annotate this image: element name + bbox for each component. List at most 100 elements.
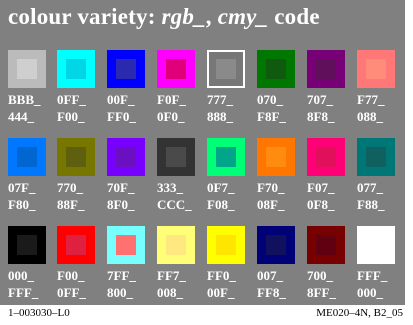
chart-title: colour variety: rgb_, cmy_ code bbox=[8, 4, 320, 30]
footer-left-code: 1–003030–L0 bbox=[8, 307, 70, 319]
rgb-code: F70_ bbox=[257, 180, 285, 195]
swatch-label: FFF_ 000_ bbox=[357, 267, 399, 301]
swatch-cell: 707_ 8F8_ bbox=[307, 50, 349, 125]
swatch-cell: F00_ 0FF_ bbox=[57, 226, 99, 301]
inner-color-square bbox=[316, 235, 336, 255]
color-swatch bbox=[307, 138, 345, 176]
swatch-label: 00F_ FF0_ bbox=[107, 91, 149, 125]
color-swatch bbox=[357, 138, 395, 176]
swatch-cell: 333_ CCC_ bbox=[157, 138, 199, 213]
swatch-label: FF7_ 008_ bbox=[157, 267, 199, 301]
cmy-code: 8FF_ bbox=[307, 285, 336, 300]
inner-color-square bbox=[216, 147, 236, 167]
swatch-cell: 000_ FFF_ bbox=[8, 226, 50, 301]
color-chart-panel: colour variety: rgb_, cmy_ code BBB_ 444_… bbox=[0, 0, 405, 305]
cmy-code: 088_ bbox=[357, 109, 383, 124]
inner-color-square bbox=[66, 147, 86, 167]
swatch-cell: F0F_ 0F0_ bbox=[157, 50, 199, 125]
inner-color-square bbox=[17, 59, 37, 79]
cmy-code: F8F_ bbox=[257, 109, 286, 124]
color-swatch bbox=[8, 50, 46, 88]
color-swatch bbox=[57, 138, 95, 176]
rgb-code: 0F7_ bbox=[207, 180, 235, 195]
inner-color-square bbox=[66, 59, 86, 79]
inner-color-square bbox=[17, 235, 37, 255]
color-swatch bbox=[57, 226, 95, 264]
cmy-code: F88_ bbox=[357, 197, 385, 212]
swatch-label: F00_ 0FF_ bbox=[57, 267, 99, 301]
inner-color-square bbox=[66, 235, 86, 255]
swatch-label: 333_ CCC_ bbox=[157, 179, 199, 213]
cmy-code: 08F_ bbox=[257, 197, 285, 212]
swatch-label: 777_ 888_ bbox=[207, 91, 249, 125]
rgb-code: BBB_ bbox=[8, 92, 41, 107]
swatch-label: 000_ FFF_ bbox=[8, 267, 50, 301]
cmy-code: F08_ bbox=[207, 197, 235, 212]
swatch-label: F70_ 08F_ bbox=[257, 179, 299, 213]
rgb-code: FF7_ bbox=[157, 268, 186, 283]
inner-color-square bbox=[17, 147, 37, 167]
inner-color-square bbox=[216, 235, 236, 255]
swatch-cell: 00F_ FF0_ bbox=[107, 50, 149, 125]
color-swatch bbox=[257, 138, 295, 176]
cmy-code: 444_ bbox=[8, 109, 34, 124]
rgb-code: 707_ bbox=[307, 92, 333, 107]
swatch-label: F07_ 0F8_ bbox=[307, 179, 349, 213]
cmy-code: 00F_ bbox=[207, 285, 235, 300]
swatch-cell: F77_ 088_ bbox=[357, 50, 399, 125]
swatch-cell: F07_ 0F8_ bbox=[307, 138, 349, 213]
rgb-code: 00F_ bbox=[107, 92, 135, 107]
swatch-label: 700_ 8FF_ bbox=[307, 267, 349, 301]
rgb-code: 7FF_ bbox=[107, 268, 136, 283]
inner-color-square bbox=[116, 59, 136, 79]
swatch-cell: 007_ FF8_ bbox=[257, 226, 299, 301]
swatch-cell: 070_ F8F_ bbox=[257, 50, 299, 125]
inner-color-square bbox=[316, 147, 336, 167]
inner-color-square bbox=[216, 59, 236, 79]
rgb-code: F0F_ bbox=[157, 92, 186, 107]
color-swatch bbox=[57, 50, 95, 88]
swatch-cell: 770_ 88F_ bbox=[57, 138, 99, 213]
inner-color-square bbox=[116, 147, 136, 167]
swatch-label: FF0_ 00F_ bbox=[207, 267, 249, 301]
title-main: colour variety: bbox=[8, 4, 156, 29]
color-swatch bbox=[157, 50, 195, 88]
swatch-label: F0F_ 0F0_ bbox=[157, 91, 199, 125]
rgb-code: F00_ bbox=[57, 268, 85, 283]
inner-color-square bbox=[166, 235, 186, 255]
title-tail: code bbox=[274, 4, 320, 29]
swatch-cell: 0FF_ F00_ bbox=[57, 50, 99, 125]
swatch-cell: F70_ 08F_ bbox=[257, 138, 299, 213]
swatch-cell: 777_ 888_ bbox=[207, 50, 249, 125]
swatch-label: 770_ 88F_ bbox=[57, 179, 99, 213]
inner-color-square bbox=[116, 235, 136, 255]
cmy-code: 0F0_ bbox=[157, 109, 185, 124]
swatch-label: 7FF_ 800_ bbox=[107, 267, 149, 301]
inner-color-square bbox=[266, 59, 286, 79]
cmy-code: 888_ bbox=[207, 109, 233, 124]
inner-color-square bbox=[366, 235, 386, 255]
rgb-code: 777_ bbox=[207, 92, 233, 107]
inner-color-square bbox=[366, 147, 386, 167]
rgb-code: 070_ bbox=[257, 92, 283, 107]
inner-color-square bbox=[266, 235, 286, 255]
swatch-cell: FF0_ 00F_ bbox=[207, 226, 249, 301]
cmy-code: 0FF_ bbox=[57, 285, 86, 300]
inner-color-square bbox=[166, 59, 186, 79]
swatch-label: 707_ 8F8_ bbox=[307, 91, 349, 125]
swatch-cell: 70F_ 8F0_ bbox=[107, 138, 149, 213]
inner-color-square bbox=[166, 147, 186, 167]
color-swatch bbox=[107, 50, 145, 88]
swatch-cell: 7FF_ 800_ bbox=[107, 226, 149, 301]
swatch-cell: 07F_ F80_ bbox=[8, 138, 50, 213]
cmy-code: F00_ bbox=[57, 109, 85, 124]
inner-color-square bbox=[366, 59, 386, 79]
color-swatch bbox=[157, 138, 195, 176]
color-swatch bbox=[257, 50, 295, 88]
inner-color-square bbox=[316, 59, 336, 79]
swatch-label: 070_ F8F_ bbox=[257, 91, 299, 125]
title-sep: , bbox=[205, 4, 212, 29]
color-swatch bbox=[157, 226, 195, 264]
swatch-label: 077_ F88_ bbox=[357, 179, 399, 213]
swatch-cell: 700_ 8FF_ bbox=[307, 226, 349, 301]
